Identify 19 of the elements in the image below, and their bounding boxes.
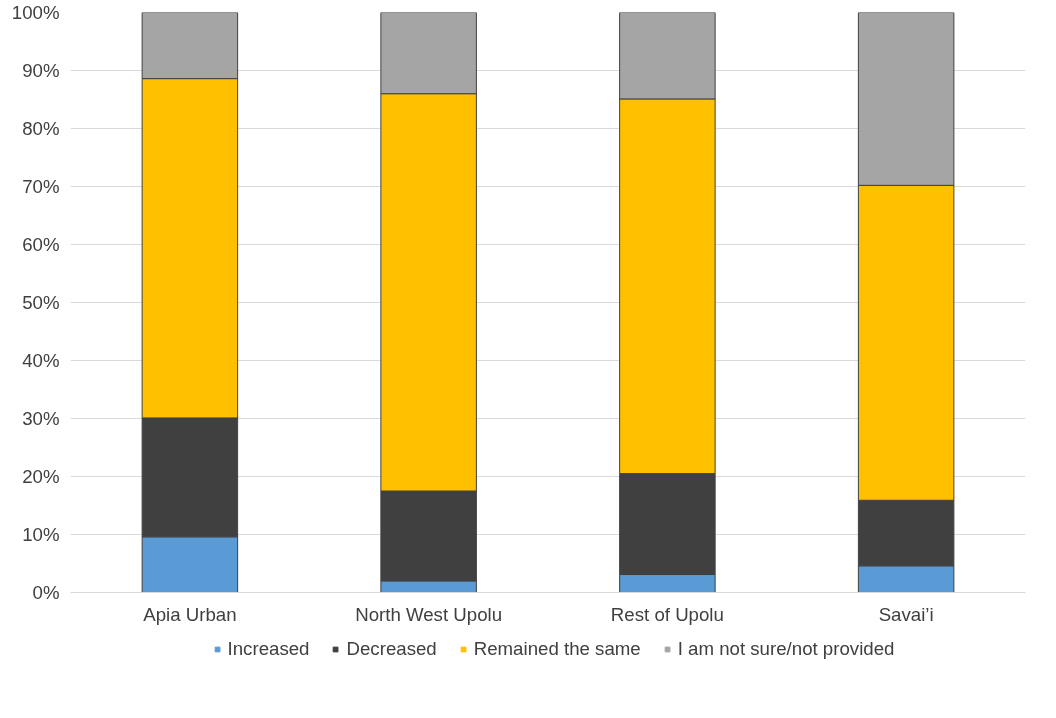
y-tick-label: 60% (22, 234, 60, 255)
y-tick-label: 100% (11, 2, 60, 23)
x-tick-label: Apia Urban (143, 603, 237, 625)
y-tick-label: 10% (22, 524, 60, 545)
y-tick-label: 0% (32, 582, 60, 603)
x-tick-label: North West Upolu (355, 603, 503, 625)
legend-label: Decreased (346, 638, 437, 660)
y-tick-label: 80% (22, 118, 60, 139)
y-tick-label: 40% (22, 350, 60, 371)
legend-label: Increased (227, 638, 310, 660)
legend-label: I am not sure/not provided (677, 638, 895, 660)
x-tick-label: Savai’i (878, 603, 934, 625)
y-tick-label: 30% (22, 408, 60, 429)
x-tick-label: Rest of Upolu (610, 603, 724, 625)
y-tick-label: 50% (22, 292, 60, 313)
y-tick-label: 20% (22, 466, 60, 487)
y-tick-label: 90% (22, 60, 60, 81)
y-tick-label: 70% (22, 176, 60, 197)
legend-label: Remained the same (473, 638, 641, 660)
